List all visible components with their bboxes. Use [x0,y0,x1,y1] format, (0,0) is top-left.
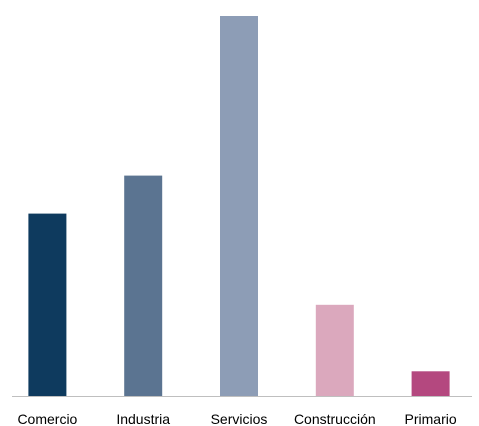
bar-industria [124,175,163,396]
bar-servicios [220,16,258,396]
x-tick-label: Industria [116,411,170,426]
category-labels: Comercio Industria Servicios Construcción Pr… [17,411,456,426]
bar-primario [411,371,450,396]
bar-construccion [315,304,354,396]
x-tick-label: Construcción [294,411,376,426]
x-tick-label: Primario [405,411,457,426]
bars [28,16,450,396]
bar-comercio [28,213,67,396]
x-tick-label: Comercio [17,411,77,426]
x-tick-label: Servicios [211,411,268,426]
